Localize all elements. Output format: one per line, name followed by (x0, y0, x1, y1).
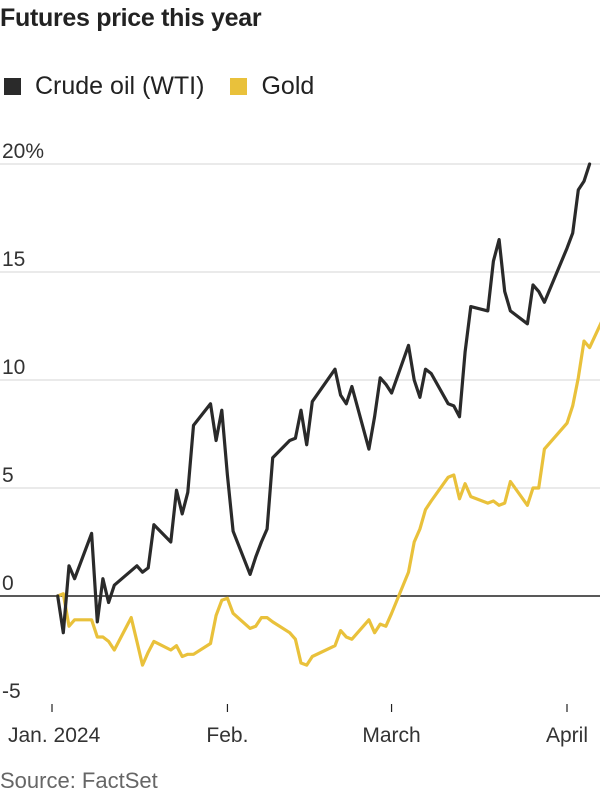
series-line-gold (56, 321, 600, 667)
y-tick-label: -5 (2, 680, 21, 703)
legend-item-gold: Gold (226, 72, 314, 101)
y-tick-label: 20% (2, 140, 44, 163)
x-tick-label: March (362, 724, 420, 747)
x-tick-label: April (546, 724, 588, 747)
y-tick-label: 0 (2, 572, 14, 595)
legend-item-crude-oil: Crude oil (WTI) (0, 72, 204, 101)
chart-legend: Crude oil (WTI) Gold (0, 72, 336, 101)
x-tick-label: Feb. (206, 724, 248, 747)
legend-swatch-crude-oil (4, 78, 21, 95)
legend-swatch-gold (230, 78, 248, 95)
y-tick-label: 5 (2, 464, 14, 487)
y-tick-label: 10 (2, 356, 25, 379)
x-tick-label: Jan. 2024 (8, 724, 101, 747)
legend-label-crude-oil: Crude oil (WTI) (35, 72, 205, 100)
series-line-crude-oil-wti (56, 162, 592, 635)
source-note: Source: FactSet (0, 768, 158, 793)
y-tick-label: 15 (2, 248, 25, 271)
legend-label-gold: Gold (261, 72, 315, 100)
chart-title: Futures price this year (0, 4, 262, 32)
